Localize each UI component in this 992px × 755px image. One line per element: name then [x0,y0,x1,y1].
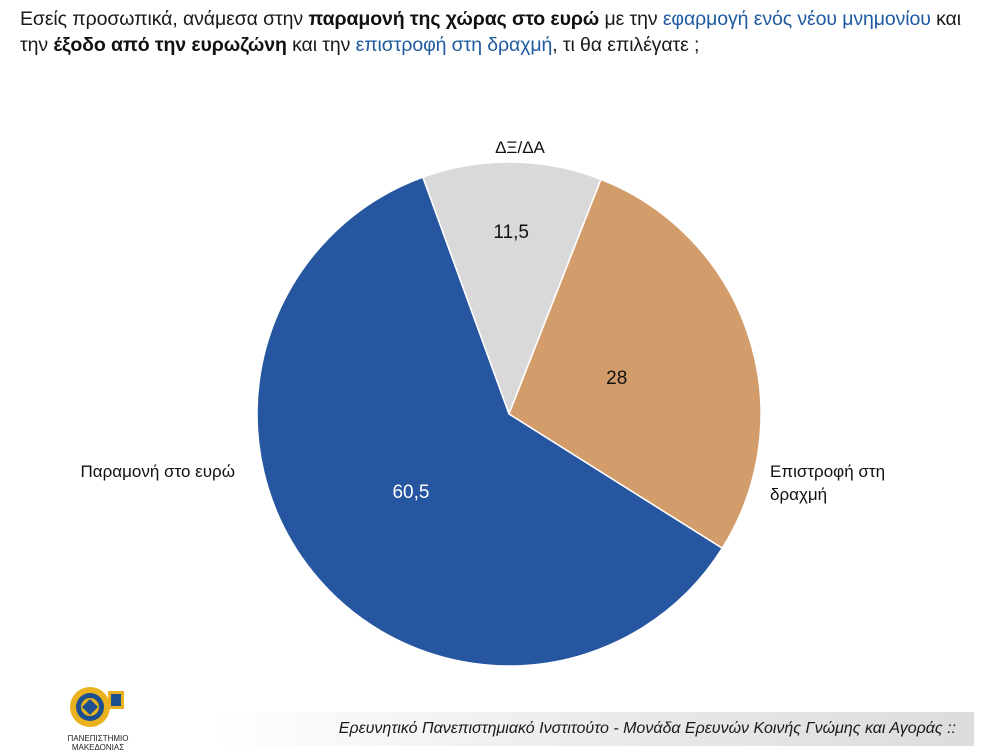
question-part: επιστροφή στη δραχμή [355,34,553,56]
slice-category-label: Παραμονή στο ευρώ [80,462,236,481]
pie-slice [256,176,724,667]
question-part: , τι θα επιλέγατε ; [552,34,700,56]
slice-value-label: 11,5 [493,221,529,243]
footer-text: Ερευνητικό Πανεπιστημιακό Ινστιτούτο - Μ… [338,720,956,737]
question-text: Εσείς προσωπικά, ανάμεσα στην παραμονή τ… [20,6,980,58]
slice-value-label: 28 [606,367,628,389]
pie-slice [421,161,602,417]
question-part: Εσείς προσωπικά, ανάμεσα στην [20,8,309,30]
question-part: εφαρμογή ενός νέου μνημονίου [662,8,931,30]
question-part: παραμονή της χώρας στο ευρώ [308,8,600,30]
slice-category-label: ΔΞ/ΔΑ [495,138,545,157]
slice-category-label: Επιστροφή στη δραχμή [770,462,886,504]
question-part: με την [599,8,663,30]
pie-slice [508,178,762,550]
footer-bar: Ερευνητικό Πανεπιστημιακό Ινστιτούτο - Μ… [214,712,974,746]
logo-caption: ΠΑΝΕΠΙΣΤΗΜΙΟ ΜΑΚΕΔΟΝΙΑΣ [67,734,129,752]
question-part: και την [20,8,961,56]
university-logo-icon [70,687,124,727]
question-part: και την [286,34,356,56]
question-part: έξοδο από την ευρωζώνη [53,34,287,56]
slice-value-label: 60,5 [392,482,430,504]
